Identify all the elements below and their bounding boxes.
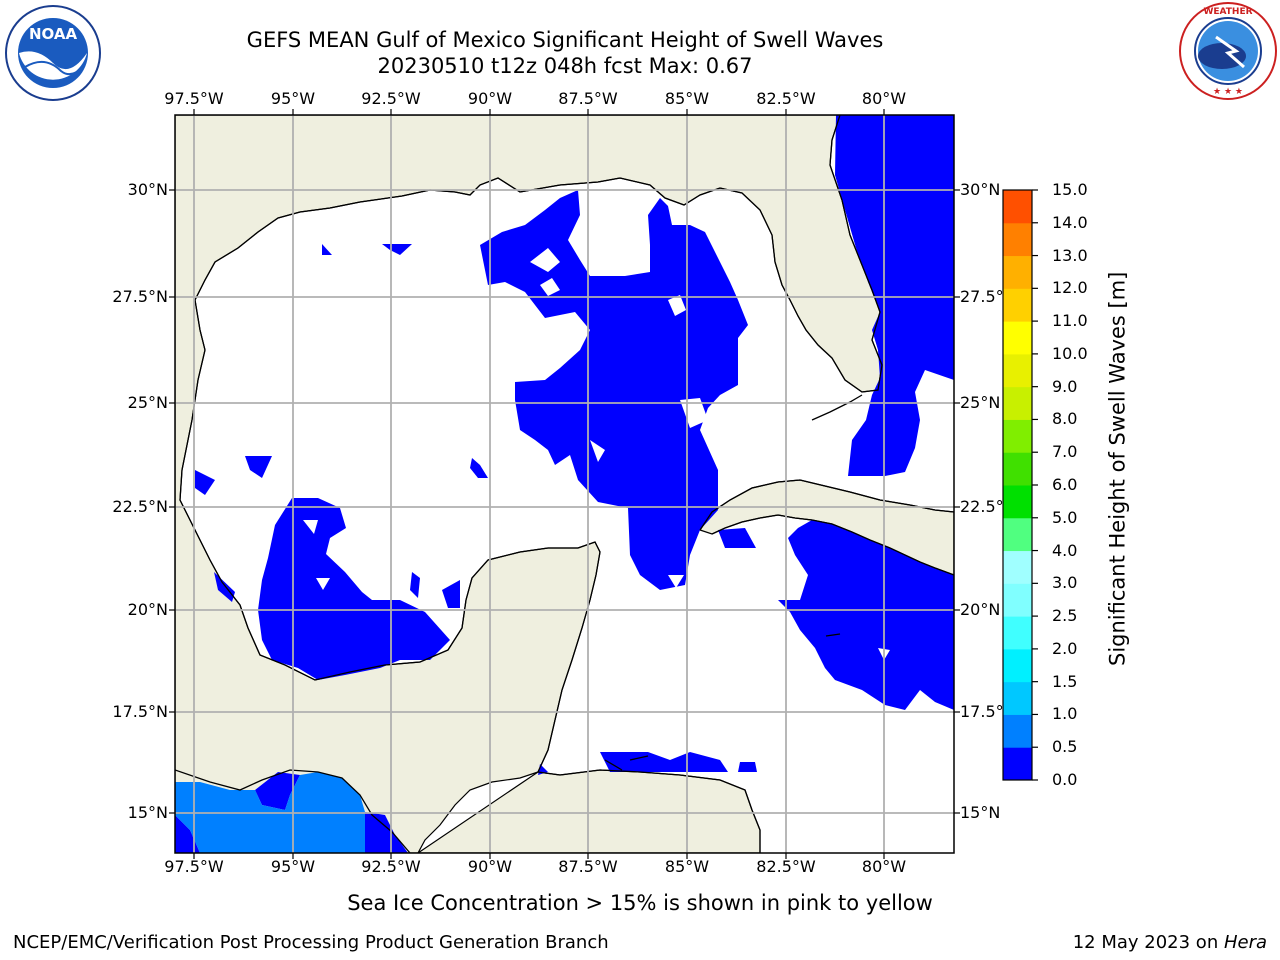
colorbar-swatch xyxy=(1003,583,1032,617)
lat-tick-right: 22.5°N xyxy=(960,497,1016,516)
lon-tick-top: 80°W xyxy=(861,89,907,108)
nws-logo: WEATHER ★ ★ ★ xyxy=(1179,2,1277,100)
lat-tick-right: 17.5°N xyxy=(960,702,1016,721)
colorbar-tick: 13.0 xyxy=(1052,245,1088,265)
colorbar-tick: 2.5 xyxy=(1052,606,1078,626)
colorbar-tick: 0.0 xyxy=(1052,770,1078,789)
lat-tick-right: 15°N xyxy=(960,803,1001,822)
noaa-logo: NOAA xyxy=(5,5,101,101)
svg-text:WEATHER: WEATHER xyxy=(1203,7,1252,17)
colorbar-swatch xyxy=(1003,353,1032,388)
colorbar-tick: 14.0 xyxy=(1052,212,1088,232)
colorbar-swatch xyxy=(1003,485,1032,519)
colorbar-swatch xyxy=(1003,321,1032,355)
colorbar-tick: 7.0 xyxy=(1052,442,1078,462)
colorbar-swatch xyxy=(1003,616,1032,650)
colorbar-label: Significant Height of Swell Waves [m] xyxy=(1105,271,1130,666)
chart-subtitle: 20230510 t12z 048h fcst Max: 0.67 xyxy=(377,54,753,78)
footer-date-text: 12 May 2023 on xyxy=(1072,932,1224,953)
colorbar-tick: 8.0 xyxy=(1052,409,1078,429)
lon-tick-top: 95°W xyxy=(270,89,316,108)
lat-tick-right: 27.5°N xyxy=(960,287,1016,306)
footer-credit: NCEP/EMC/Verification Post Processing Pr… xyxy=(13,932,609,953)
map-frame xyxy=(174,114,955,854)
lat-tick-left: 25°N xyxy=(127,393,168,412)
colorbar-swatch xyxy=(1003,255,1032,289)
lon-tick-top: 90°W xyxy=(467,89,513,108)
colorbar-swatch xyxy=(1003,386,1032,420)
colorbar-tick: 9.0 xyxy=(1052,376,1078,396)
lon-tick-bottom: 82.5°W xyxy=(756,857,816,876)
colorbar-tick: 2.0 xyxy=(1052,638,1078,658)
colorbar-tick: 6.0 xyxy=(1052,475,1078,494)
footer-host: Hera xyxy=(1223,932,1267,953)
svg-text:★ ★ ★: ★ ★ ★ xyxy=(1213,87,1243,97)
lon-tick-top: 82.5°W xyxy=(756,89,816,108)
lat-tick-left: 17.5°N xyxy=(112,702,168,721)
footer-date: 12 May 2023 on Hera xyxy=(1073,932,1267,954)
colorbar-swatch xyxy=(1003,747,1032,781)
lon-tick-top: 87.5°W xyxy=(558,89,618,108)
lat-tick-left: 22.5°N xyxy=(112,497,168,516)
lat-tick-left: 20°N xyxy=(127,600,168,619)
colorbar-tick: 15.0 xyxy=(1052,180,1088,199)
colorbar-swatch xyxy=(1003,648,1032,683)
ocean-holes xyxy=(303,248,890,660)
lon-tick-top: 92.5°W xyxy=(361,89,421,108)
lon-tick-bottom: 90°W xyxy=(467,857,513,876)
lon-tick-bottom: 95°W xyxy=(270,857,316,876)
chart-title: GEFS MEAN Gulf of Mexico Significant Hei… xyxy=(246,28,884,52)
lat-tick-left: 27.5°N xyxy=(112,287,168,306)
colorbar-swatch xyxy=(1003,288,1032,322)
footnote: Sea Ice Concentration > 15% is shown in … xyxy=(347,891,933,915)
colorbar-swatch xyxy=(1003,190,1032,224)
colorbar-swatch xyxy=(1003,419,1032,453)
colorbar-swatch xyxy=(1003,222,1032,257)
colorbar-swatch xyxy=(1003,452,1032,486)
colorbar-tick: 5.0 xyxy=(1052,507,1078,527)
colorbar-tick: 10.0 xyxy=(1052,343,1088,363)
lon-tick-bottom: 80°W xyxy=(861,857,907,876)
lat-tick-right: 25°N xyxy=(960,393,1001,412)
coastlines xyxy=(175,115,954,853)
noaa-logo-text: NOAA xyxy=(29,25,78,43)
lon-tick-bottom: 92.5°W xyxy=(361,857,421,876)
lon-tick-top: 97.5°W xyxy=(164,89,224,108)
lon-tick-bottom: 85°W xyxy=(664,857,710,876)
colorbar-tick: 4.0 xyxy=(1052,540,1078,560)
lon-tick-bottom: 97.5°W xyxy=(164,857,224,876)
colorbar-tick: 11.0 xyxy=(1052,311,1088,331)
lat-tick-right: 30°N xyxy=(960,180,1001,199)
colorbar-swatch xyxy=(1003,681,1032,715)
map-tick-marks xyxy=(169,109,960,859)
colorbar-swatch xyxy=(1003,714,1032,748)
lon-tick-top: 85°W xyxy=(664,89,710,108)
graticule xyxy=(175,115,954,853)
colorbar xyxy=(1002,189,1038,781)
colorbar-tick: 3.0 xyxy=(1052,573,1078,593)
colorbar-tick: 0.5 xyxy=(1052,737,1078,757)
colorbar-swatch xyxy=(1003,550,1032,584)
colorbar-tick: 1.0 xyxy=(1052,704,1078,724)
colorbar-tick: 1.5 xyxy=(1052,671,1078,691)
colorbar-tick: 12.0 xyxy=(1052,278,1088,298)
lon-tick-bottom: 87.5°W xyxy=(558,857,618,876)
colorbar-swatch xyxy=(1003,517,1032,552)
lat-tick-left: 15°N xyxy=(127,803,168,822)
lat-tick-right: 20°N xyxy=(960,600,1001,619)
lat-tick-left: 30°N xyxy=(127,180,168,199)
